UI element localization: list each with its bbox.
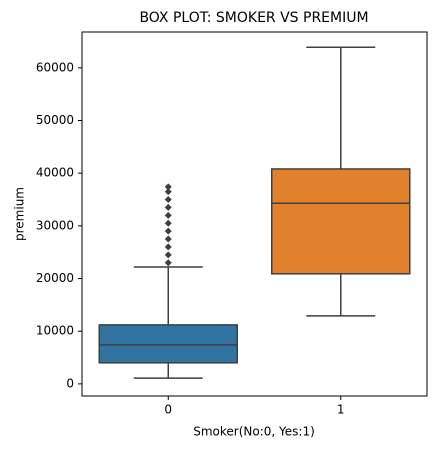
x-tick-label: 1 <box>337 403 345 417</box>
outlier <box>164 227 172 235</box>
y-tick-label: 40000 <box>36 166 74 180</box>
y-tick-label: 30000 <box>36 218 74 232</box>
box <box>271 168 411 275</box>
x-tick-label: 0 <box>164 403 172 417</box>
plot-frame <box>81 31 428 397</box>
outlier <box>164 243 172 251</box>
y-axis-label: premium <box>13 187 27 241</box>
y-tick-label: 50000 <box>36 113 74 127</box>
outlier <box>164 188 172 196</box>
outlier <box>164 183 172 191</box>
y-tick-label: 60000 <box>36 60 74 74</box>
outlier <box>164 211 172 219</box>
outlier <box>164 219 172 227</box>
y-tick-label: 20000 <box>36 271 74 285</box>
outlier <box>164 251 172 259</box>
outlier <box>164 259 172 267</box>
x-axis-label: Smoker(No:0, Yes:1) <box>193 425 315 439</box>
outlier <box>164 235 172 243</box>
outlier <box>164 203 172 211</box>
outlier <box>164 196 172 204</box>
box <box>98 324 238 364</box>
y-tick-label: 0 <box>66 376 74 390</box>
y-tick-label: 10000 <box>36 324 74 338</box>
chart-title: BOX PLOT: SMOKER VS PREMIUM <box>139 10 368 26</box>
